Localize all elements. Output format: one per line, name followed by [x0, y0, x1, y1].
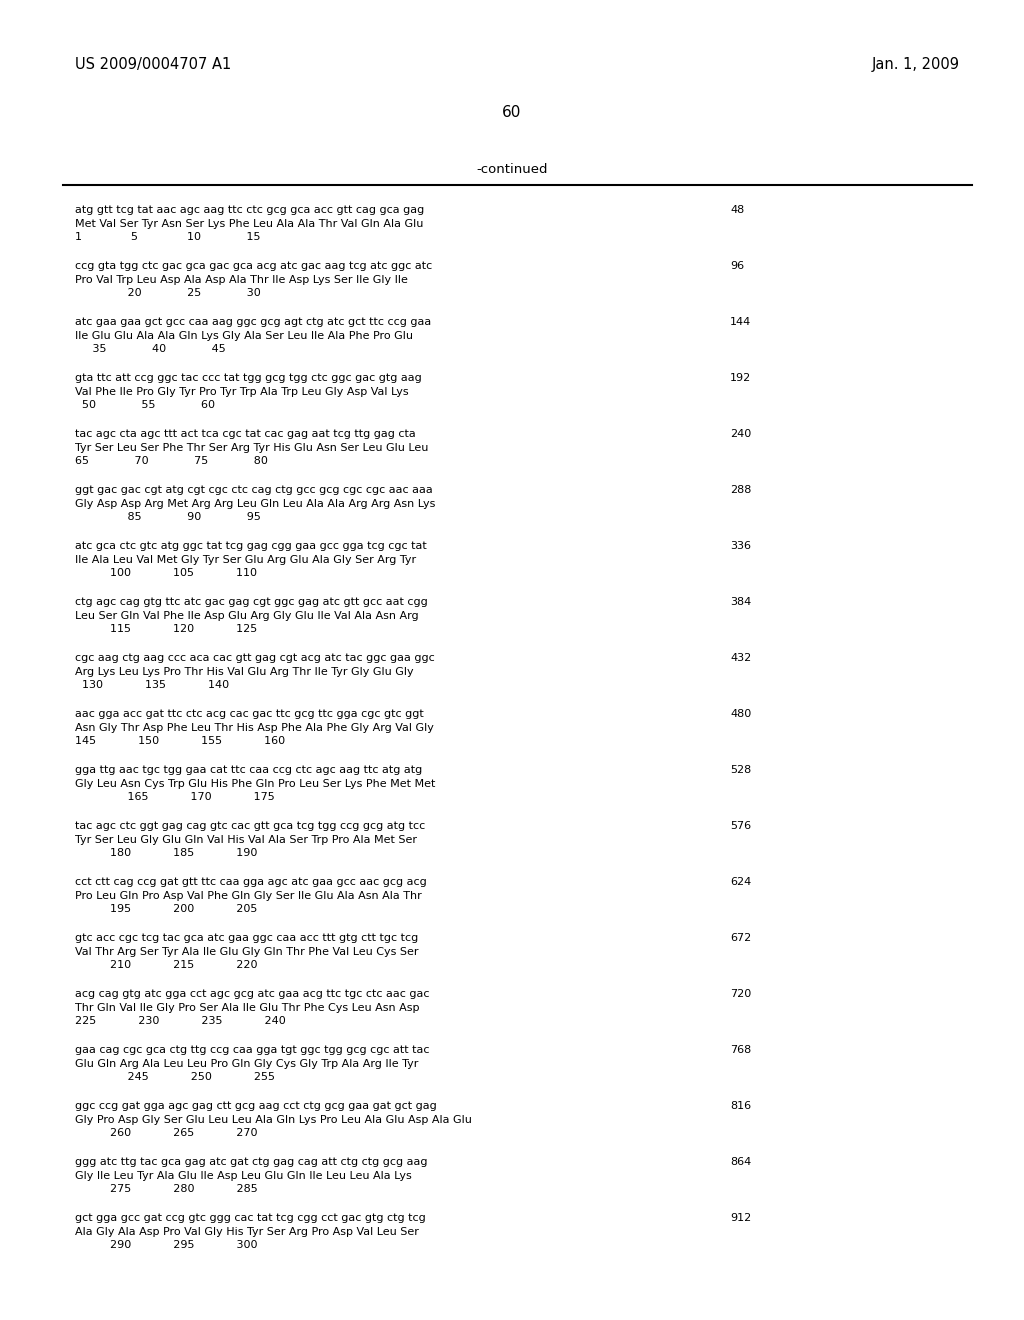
- Text: atc gaa gaa gct gcc caa aag ggc gcg agt ctg atc gct ttc ccg gaa: atc gaa gaa gct gcc caa aag ggc gcg agt …: [75, 317, 431, 327]
- Text: 336: 336: [730, 541, 751, 550]
- Text: ggc ccg gat gga agc gag ctt gcg aag cct ctg gcg gaa gat gct gag: ggc ccg gat gga agc gag ctt gcg aag cct …: [75, 1101, 437, 1111]
- Text: tac agc ctc ggt gag cag gtc cac gtt gca tcg tgg ccg gcg atg tcc: tac agc ctc ggt gag cag gtc cac gtt gca …: [75, 821, 425, 832]
- Text: Jan. 1, 2009: Jan. 1, 2009: [872, 57, 961, 73]
- Text: 245            250            255: 245 250 255: [75, 1072, 275, 1082]
- Text: 48: 48: [730, 205, 744, 215]
- Text: 576: 576: [730, 821, 752, 832]
- Text: gga ttg aac tgc tgg gaa cat ttc caa ccg ctc agc aag ttc atg atg: gga ttg aac tgc tgg gaa cat ttc caa ccg …: [75, 766, 422, 775]
- Text: Thr Gln Val Ile Gly Pro Ser Ala Ile Glu Thr Phe Cys Leu Asn Asp: Thr Gln Val Ile Gly Pro Ser Ala Ile Glu …: [75, 1003, 420, 1012]
- Text: Gly Leu Asn Cys Trp Glu His Phe Gln Pro Leu Ser Lys Phe Met Met: Gly Leu Asn Cys Trp Glu His Phe Gln Pro …: [75, 779, 435, 789]
- Text: 672: 672: [730, 933, 752, 942]
- Text: ccg gta tgg ctc gac gca gac gca acg atc gac aag tcg atc ggc atc: ccg gta tgg ctc gac gca gac gca acg atc …: [75, 261, 432, 271]
- Text: Gly Asp Asp Arg Met Arg Arg Leu Gln Leu Ala Ala Arg Arg Asn Lys: Gly Asp Asp Arg Met Arg Arg Leu Gln Leu …: [75, 499, 435, 510]
- Text: Pro Leu Gln Pro Asp Val Phe Gln Gly Ser Ile Glu Ala Asn Ala Thr: Pro Leu Gln Pro Asp Val Phe Gln Gly Ser …: [75, 891, 422, 902]
- Text: 288: 288: [730, 484, 752, 495]
- Text: Ile Ala Leu Val Met Gly Tyr Ser Glu Arg Glu Ala Gly Ser Arg Tyr: Ile Ala Leu Val Met Gly Tyr Ser Glu Arg …: [75, 554, 416, 565]
- Text: 20             25             30: 20 25 30: [75, 288, 261, 298]
- Text: Tyr Ser Leu Ser Phe Thr Ser Arg Tyr His Glu Asn Ser Leu Glu Leu: Tyr Ser Leu Ser Phe Thr Ser Arg Tyr His …: [75, 444, 428, 453]
- Text: 65             70             75             80: 65 70 75 80: [75, 455, 268, 466]
- Text: ctg agc cag gtg ttc atc gac gag cgt ggc gag atc gtt gcc aat cgg: ctg agc cag gtg ttc atc gac gag cgt ggc …: [75, 597, 428, 607]
- Text: cct ctt cag ccg gat gtt ttc caa gga agc atc gaa gcc aac gcg acg: cct ctt cag ccg gat gtt ttc caa gga agc …: [75, 876, 427, 887]
- Text: 192: 192: [730, 374, 752, 383]
- Text: 35             40             45: 35 40 45: [75, 345, 225, 354]
- Text: 864: 864: [730, 1158, 752, 1167]
- Text: Tyr Ser Leu Gly Glu Gln Val His Val Ala Ser Trp Pro Ala Met Ser: Tyr Ser Leu Gly Glu Gln Val His Val Ala …: [75, 836, 417, 845]
- Text: 624: 624: [730, 876, 752, 887]
- Text: Ile Glu Glu Ala Ala Gln Lys Gly Ala Ser Leu Ile Ala Phe Pro Glu: Ile Glu Glu Ala Ala Gln Lys Gly Ala Ser …: [75, 331, 413, 341]
- Text: 144: 144: [730, 317, 752, 327]
- Text: 290            295            300: 290 295 300: [75, 1239, 257, 1250]
- Text: ggt gac gac cgt atg cgt cgc ctc cag ctg gcc gcg cgc cgc aac aaa: ggt gac gac cgt atg cgt cgc ctc cag ctg …: [75, 484, 433, 495]
- Text: 260            265            270: 260 265 270: [75, 1129, 257, 1138]
- Text: 816: 816: [730, 1101, 752, 1111]
- Text: Gly Ile Leu Tyr Ala Glu Ile Asp Leu Glu Gln Ile Leu Leu Ala Lys: Gly Ile Leu Tyr Ala Glu Ile Asp Leu Glu …: [75, 1171, 412, 1181]
- Text: 130            135            140: 130 135 140: [75, 680, 229, 690]
- Text: gaa cag cgc gca ctg ttg ccg caa gga tgt ggc tgg gcg cgc att tac: gaa cag cgc gca ctg ttg ccg caa gga tgt …: [75, 1045, 429, 1055]
- Text: 1              5              10             15: 1 5 10 15: [75, 232, 260, 242]
- Text: Leu Ser Gln Val Phe Ile Asp Glu Arg Gly Glu Ile Val Ala Asn Arg: Leu Ser Gln Val Phe Ile Asp Glu Arg Gly …: [75, 611, 419, 620]
- Text: gtc acc cgc tcg tac gca atc gaa ggc caa acc ttt gtg ctt tgc tcg: gtc acc cgc tcg tac gca atc gaa ggc caa …: [75, 933, 418, 942]
- Text: atc gca ctc gtc atg ggc tat tcg gag cgg gaa gcc gga tcg cgc tat: atc gca ctc gtc atg ggc tat tcg gag cgg …: [75, 541, 427, 550]
- Text: 240: 240: [730, 429, 752, 440]
- Text: 432: 432: [730, 653, 752, 663]
- Text: ggg atc ttg tac gca gag atc gat ctg gag cag att ctg ctg gcg aag: ggg atc ttg tac gca gag atc gat ctg gag …: [75, 1158, 427, 1167]
- Text: 96: 96: [730, 261, 744, 271]
- Text: Asn Gly Thr Asp Phe Leu Thr His Asp Phe Ala Phe Gly Arg Val Gly: Asn Gly Thr Asp Phe Leu Thr His Asp Phe …: [75, 723, 434, 733]
- Text: Val Thr Arg Ser Tyr Ala Ile Glu Gly Gln Thr Phe Val Leu Cys Ser: Val Thr Arg Ser Tyr Ala Ile Glu Gly Gln …: [75, 946, 419, 957]
- Text: 180            185            190: 180 185 190: [75, 847, 257, 858]
- Text: 210            215            220: 210 215 220: [75, 960, 257, 970]
- Text: Gly Pro Asp Gly Ser Glu Leu Leu Ala Gln Lys Pro Leu Ala Glu Asp Ala Glu: Gly Pro Asp Gly Ser Glu Leu Leu Ala Gln …: [75, 1115, 472, 1125]
- Text: 115            120            125: 115 120 125: [75, 624, 257, 634]
- Text: 528: 528: [730, 766, 752, 775]
- Text: 100            105            110: 100 105 110: [75, 568, 257, 578]
- Text: aac gga acc gat ttc ctc acg cac gac ttc gcg ttc gga cgc gtc ggt: aac gga acc gat ttc ctc acg cac gac ttc …: [75, 709, 424, 719]
- Text: gct gga gcc gat ccg gtc ggg cac tat tcg cgg cct gac gtg ctg tcg: gct gga gcc gat ccg gtc ggg cac tat tcg …: [75, 1213, 426, 1224]
- Text: atg gtt tcg tat aac agc aag ttc ctc gcg gca acc gtt cag gca gag: atg gtt tcg tat aac agc aag ttc ctc gcg …: [75, 205, 424, 215]
- Text: 50             55             60: 50 55 60: [75, 400, 215, 411]
- Text: tac agc cta agc ttt act tca cgc tat cac gag aat tcg ttg gag cta: tac agc cta agc ttt act tca cgc tat cac …: [75, 429, 416, 440]
- Text: Glu Gln Arg Ala Leu Leu Pro Gln Gly Cys Gly Trp Ala Arg Ile Tyr: Glu Gln Arg Ala Leu Leu Pro Gln Gly Cys …: [75, 1059, 419, 1069]
- Text: 480: 480: [730, 709, 752, 719]
- Text: 165            170            175: 165 170 175: [75, 792, 274, 803]
- Text: 60: 60: [503, 106, 521, 120]
- Text: US 2009/0004707 A1: US 2009/0004707 A1: [75, 57, 231, 73]
- Text: Ala Gly Ala Asp Pro Val Gly His Tyr Ser Arg Pro Asp Val Leu Ser: Ala Gly Ala Asp Pro Val Gly His Tyr Ser …: [75, 1228, 419, 1237]
- Text: 768: 768: [730, 1045, 752, 1055]
- Text: acg cag gtg atc gga cct agc gcg atc gaa acg ttc tgc ctc aac gac: acg cag gtg atc gga cct agc gcg atc gaa …: [75, 989, 429, 999]
- Text: cgc aag ctg aag ccc aca cac gtt gag cgt acg atc tac ggc gaa ggc: cgc aag ctg aag ccc aca cac gtt gag cgt …: [75, 653, 435, 663]
- Text: 225            230            235            240: 225 230 235 240: [75, 1016, 286, 1026]
- Text: 145            150            155            160: 145 150 155 160: [75, 737, 285, 746]
- Text: 720: 720: [730, 989, 752, 999]
- Text: 195            200            205: 195 200 205: [75, 904, 257, 913]
- Text: 275            280            285: 275 280 285: [75, 1184, 258, 1195]
- Text: Pro Val Trp Leu Asp Ala Asp Ala Thr Ile Asp Lys Ser Ile Gly Ile: Pro Val Trp Leu Asp Ala Asp Ala Thr Ile …: [75, 275, 408, 285]
- Text: 384: 384: [730, 597, 752, 607]
- Text: Met Val Ser Tyr Asn Ser Lys Phe Leu Ala Ala Thr Val Gln Ala Glu: Met Val Ser Tyr Asn Ser Lys Phe Leu Ala …: [75, 219, 423, 228]
- Text: 85             90             95: 85 90 95: [75, 512, 261, 521]
- Text: Val Phe Ile Pro Gly Tyr Pro Tyr Trp Ala Trp Leu Gly Asp Val Lys: Val Phe Ile Pro Gly Tyr Pro Tyr Trp Ala …: [75, 387, 409, 397]
- Text: -continued: -continued: [476, 162, 548, 176]
- Text: 912: 912: [730, 1213, 752, 1224]
- Text: Arg Lys Leu Lys Pro Thr His Val Glu Arg Thr Ile Tyr Gly Glu Gly: Arg Lys Leu Lys Pro Thr His Val Glu Arg …: [75, 667, 414, 677]
- Text: gta ttc att ccg ggc tac ccc tat tgg gcg tgg ctc ggc gac gtg aag: gta ttc att ccg ggc tac ccc tat tgg gcg …: [75, 374, 422, 383]
